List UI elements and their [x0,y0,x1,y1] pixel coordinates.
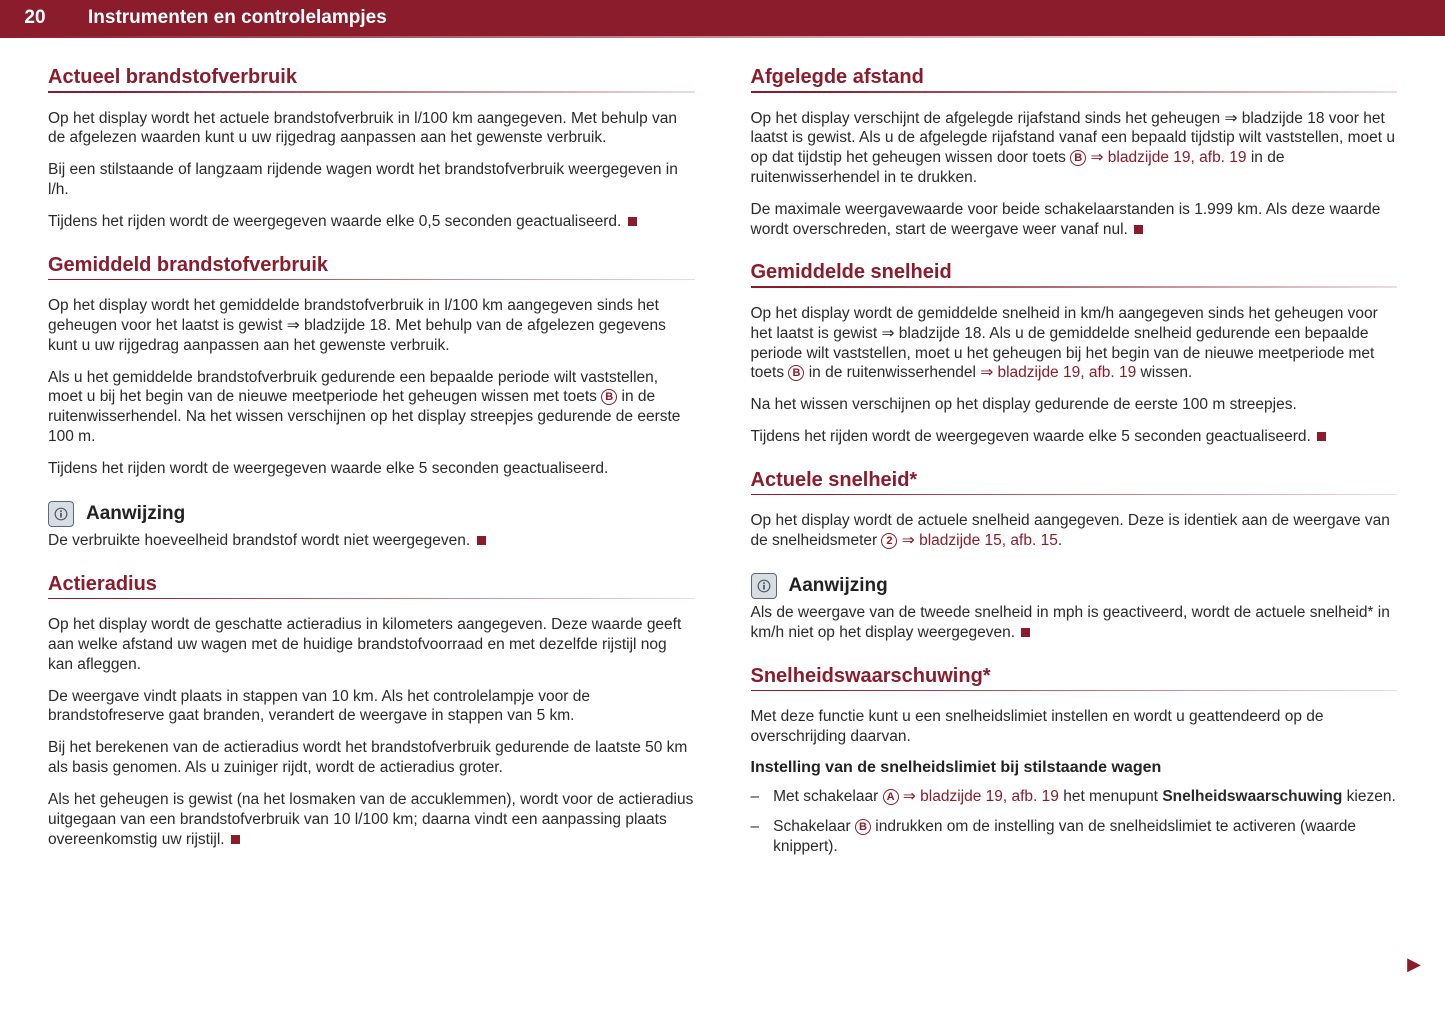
header-title: Instrumenten en controlelampjes [70,7,387,29]
body-text: Op het display wordt het actuele brandst… [48,109,695,149]
key-badge-b: B [855,819,871,835]
info-icon [751,573,777,599]
body-text: Als u het gemiddelde brandstofverbruik g… [48,368,695,447]
key-badge-a: A [883,789,899,805]
body-text: Tijdens het rijden wordt de weergegeven … [48,459,695,479]
page-reference[interactable]: ⇒ bladzijde 19, afb. 19 [899,788,1059,805]
end-marker-icon [1317,432,1326,441]
section-title-fuel-current: Actueel brandstofverbruik [48,66,695,89]
key-badge-b: B [788,365,804,381]
body-text: Met deze functie kunt u een snelheidslim… [751,707,1398,747]
next-page-icon[interactable]: ▶ [1407,954,1421,975]
body-text: Bij een stilstaande of langzaam rijdende… [48,160,695,200]
note-title: Aanwijzing [86,503,185,525]
page-reference[interactable]: ⇒ bladzijde 19, afb. 19 [980,364,1136,381]
body-text: Na het wissen verschijnen op het display… [751,395,1398,415]
list-item: – Schakelaar B indrukken om de instellin… [751,817,1398,857]
list-dash: – [751,787,760,807]
key-badge-b: B [1070,150,1086,166]
section-title-distance: Afgelegde afstand [751,66,1398,89]
section-title-current-speed: Actuele snelheid* [751,469,1398,492]
body-text: De verbruikte hoeveelheid brandstof word… [48,531,695,551]
page-reference[interactable]: ⇒ bladzijde 15, afb. 15 [897,532,1057,549]
body-text: Op het display wordt de gemiddelde snelh… [751,304,1398,383]
section-underline [751,690,1398,692]
info-icon [48,501,74,527]
body-text: Bij het berekenen van de actieradius wor… [48,738,695,778]
key-badge-2: 2 [881,533,897,549]
body-text: Als de weergave van de tweede snelheid i… [751,603,1398,643]
end-marker-icon [477,536,486,545]
page-number: 20 [0,0,70,36]
list-dash: – [751,817,760,857]
section-title-avg-speed: Gemiddelde snelheid [751,261,1398,284]
body-text: Als het geheugen is gewist (na het losma… [48,790,695,849]
end-marker-icon [231,835,240,844]
key-badge-b: B [601,389,617,405]
page-reference[interactable]: ⇒ bladzijde 19, afb. 19 [1091,149,1247,166]
section-underline [48,279,695,281]
body-text: De weergave vindt plaats in stappen van … [48,687,695,727]
note-header: Aanwijzing [48,501,695,527]
body-text: Op het display wordt het gemiddelde bran… [48,296,695,355]
list-item: – Met schakelaar A ⇒ bladzijde 19, afb. … [751,787,1398,807]
section-underline [48,598,695,600]
section-underline [751,91,1398,93]
body-text: Op het display wordt de actuele snelheid… [751,511,1398,551]
section-title-fuel-avg: Gemiddeld brandstofverbruik [48,254,695,277]
body-text: De maximale weergavewaarde voor beide sc… [751,200,1398,240]
section-underline [48,91,695,93]
end-marker-icon [628,217,637,226]
page-header: 20 Instrumenten en controlelampjes [0,0,1445,36]
body-text: Op het display verschijnt de afgelegde r… [751,109,1398,188]
note-title: Aanwijzing [789,575,888,597]
body-text: Tijdens het rijden wordt de weergegeven … [751,427,1398,447]
subheading: Instelling van de snelheidslimiet bij st… [751,759,1398,777]
section-underline [751,494,1398,496]
section-underline [751,286,1398,288]
end-marker-icon [1021,628,1030,637]
right-column: Afgelegde afstand Op het display verschi… [751,66,1398,866]
section-title-range: Actieradius [48,573,695,596]
left-column: Actueel brandstofverbruik Op het display… [48,66,695,866]
note-header: Aanwijzing [751,573,1398,599]
body-text: Op het display wordt de geschatte actier… [48,615,695,674]
body-text: Tijdens het rijden wordt de weergegeven … [48,212,695,232]
section-title-speed-warning: Snelheidswaarschuwing* [751,665,1398,688]
header-divider [0,36,1445,38]
end-marker-icon [1134,225,1143,234]
